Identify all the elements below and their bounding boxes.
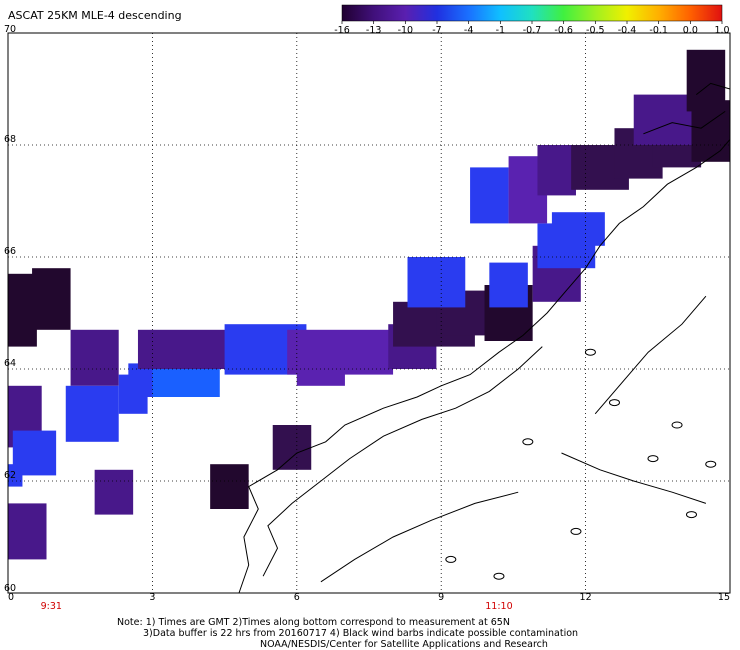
colorbar-label: -4 bbox=[464, 25, 473, 36]
x-tick-label: 15 bbox=[718, 592, 730, 603]
swath-cell bbox=[272, 425, 312, 470]
x-tick-label: 9 bbox=[438, 592, 444, 603]
island-outline bbox=[685, 511, 697, 519]
x-axis-ticks: 0 3 6 9 12 15 bbox=[8, 592, 730, 603]
island-outline bbox=[493, 572, 505, 580]
x-tick-label: 6 bbox=[294, 592, 300, 603]
coast-line bbox=[262, 346, 543, 577]
y-tick-label: 66 bbox=[4, 246, 16, 257]
note-line-1: Note: 1) Times are GMT 2)Times along bot… bbox=[117, 617, 510, 628]
colorbar-label: -0.7 bbox=[523, 25, 542, 36]
time-ticks: 9:31 11:10 bbox=[41, 601, 513, 612]
swath-cell bbox=[32, 268, 71, 330]
swath-cell bbox=[470, 167, 509, 224]
swath-cell bbox=[407, 257, 466, 308]
colorbar-label: -0.6 bbox=[554, 25, 573, 36]
coast-line bbox=[594, 295, 707, 415]
island-outline bbox=[584, 348, 596, 356]
coast-line bbox=[561, 452, 707, 504]
time-tick-label: 9:31 bbox=[41, 601, 62, 612]
island-outline bbox=[671, 421, 683, 429]
swath-cell bbox=[489, 262, 528, 308]
map-frame bbox=[7, 32, 731, 594]
swath-cell bbox=[70, 329, 119, 386]
coast-line bbox=[238, 139, 731, 594]
y-tick-label: 70 bbox=[4, 24, 16, 35]
island-outline bbox=[647, 455, 659, 463]
swath-cell bbox=[94, 469, 134, 515]
colorbar-label: -7 bbox=[432, 25, 441, 36]
y-axis-ticks: 70 68 66 64 62 60 bbox=[4, 24, 16, 594]
y-tick-label: 68 bbox=[4, 134, 16, 145]
island-outline bbox=[705, 460, 717, 468]
coast-line bbox=[643, 110, 726, 135]
swath-cell bbox=[551, 212, 605, 246]
swath-cells bbox=[8, 49, 730, 560]
colorbar-label: 0.0 bbox=[683, 25, 698, 36]
swath-cell bbox=[137, 329, 230, 369]
y-tick-label: 62 bbox=[4, 470, 16, 481]
time-tick-label: 11:10 bbox=[485, 601, 512, 612]
note-line-3: NOAA/NESDIS/Center for Satellite Applica… bbox=[260, 639, 548, 650]
map-title: ASCAT 25KM MLE-4 descending bbox=[8, 9, 182, 22]
colorbar-label: -0.5 bbox=[586, 25, 605, 36]
swath-cell bbox=[8, 503, 47, 560]
y-tick-label: 60 bbox=[4, 583, 16, 594]
colorbar-label: -16 bbox=[334, 25, 350, 36]
colorbar: -16 -13 -10 -7 -4 -1 -0.7 -0.6 -0.5 -0.4 -0.1 0.0 1.… bbox=[334, 4, 730, 36]
island-outline bbox=[608, 399, 620, 407]
colorbar-label: -1 bbox=[496, 25, 505, 36]
colorbar-label: -10 bbox=[398, 25, 414, 36]
swath-cell bbox=[8, 464, 23, 487]
gridlines bbox=[8, 33, 730, 593]
y-tick-label: 64 bbox=[4, 358, 16, 369]
x-tick-label: 0 bbox=[8, 592, 14, 603]
swath-cell bbox=[537, 145, 576, 196]
x-tick-label: 3 bbox=[149, 592, 155, 603]
colorbar-label: -0.4 bbox=[618, 25, 637, 36]
colorbar-label: -0.1 bbox=[649, 25, 668, 36]
island-outline bbox=[445, 555, 457, 563]
coast-line bbox=[320, 491, 519, 583]
swath-cell bbox=[686, 49, 726, 112]
swath-cell bbox=[633, 94, 697, 145]
coast-line bbox=[695, 82, 731, 95]
island-outline bbox=[570, 527, 582, 535]
swath-cell bbox=[287, 329, 394, 375]
colorbar-label: 1.0 bbox=[714, 25, 729, 36]
x-tick-label: 12 bbox=[580, 592, 592, 603]
note-line-2: 3)Data buffer is 22 hrs from 20160717 4)… bbox=[143, 628, 579, 639]
colorbar-label: -13 bbox=[366, 25, 382, 36]
swath-cell bbox=[65, 385, 119, 442]
coastline bbox=[238, 82, 731, 594]
colorbar-bar bbox=[341, 4, 723, 22]
swath-cell bbox=[210, 464, 249, 509]
island-outline bbox=[522, 438, 534, 446]
